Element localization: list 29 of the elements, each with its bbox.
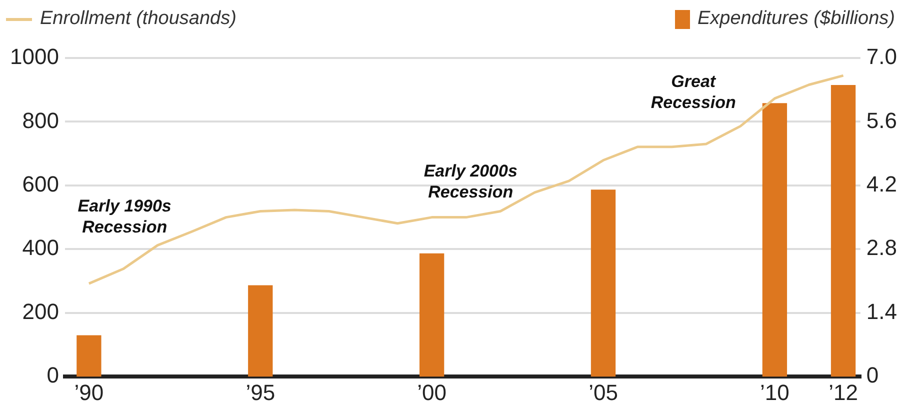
x-tick-label: ’00	[417, 380, 446, 405]
x-tick-label: ’05	[588, 380, 618, 405]
bar	[248, 285, 273, 377]
bar	[590, 190, 616, 377]
y-tick-label: 0	[46, 362, 59, 388]
y-tick-label: 800	[22, 108, 59, 133]
bar	[76, 335, 102, 377]
bar	[419, 253, 444, 377]
x-tick-label: ’90	[74, 380, 104, 405]
y2-tick-label: 7.0	[866, 44, 898, 70]
y-tick-label: 400	[22, 235, 59, 260]
y-tick-label: 600	[22, 172, 59, 197]
x-tick-label: ’10	[760, 380, 790, 405]
annotation: Early 2000s Recession	[424, 161, 518, 202]
y2-tick-label: 4.2	[866, 172, 898, 197]
y2-tick-label: 1.4	[866, 298, 898, 324]
annotation: Early 1990s Recession	[78, 196, 172, 236]
bar	[830, 84, 856, 377]
y2-tick-label: 2.8	[866, 235, 898, 260]
bar	[762, 103, 788, 377]
y2-tick-label: 0	[866, 362, 879, 388]
legend-label: Enrollment (thousands)	[40, 8, 236, 30]
legend-label: Expenditures ($billions)	[698, 8, 895, 30]
y-tick-label: 200	[22, 298, 59, 324]
y-tick-label: 1000	[10, 44, 59, 70]
x-tick-label: ’95	[246, 380, 276, 405]
y2-tick-label: 5.6	[866, 108, 898, 133]
x-tick-label: ’12	[828, 380, 858, 405]
annotation: Great Recession	[650, 72, 736, 112]
